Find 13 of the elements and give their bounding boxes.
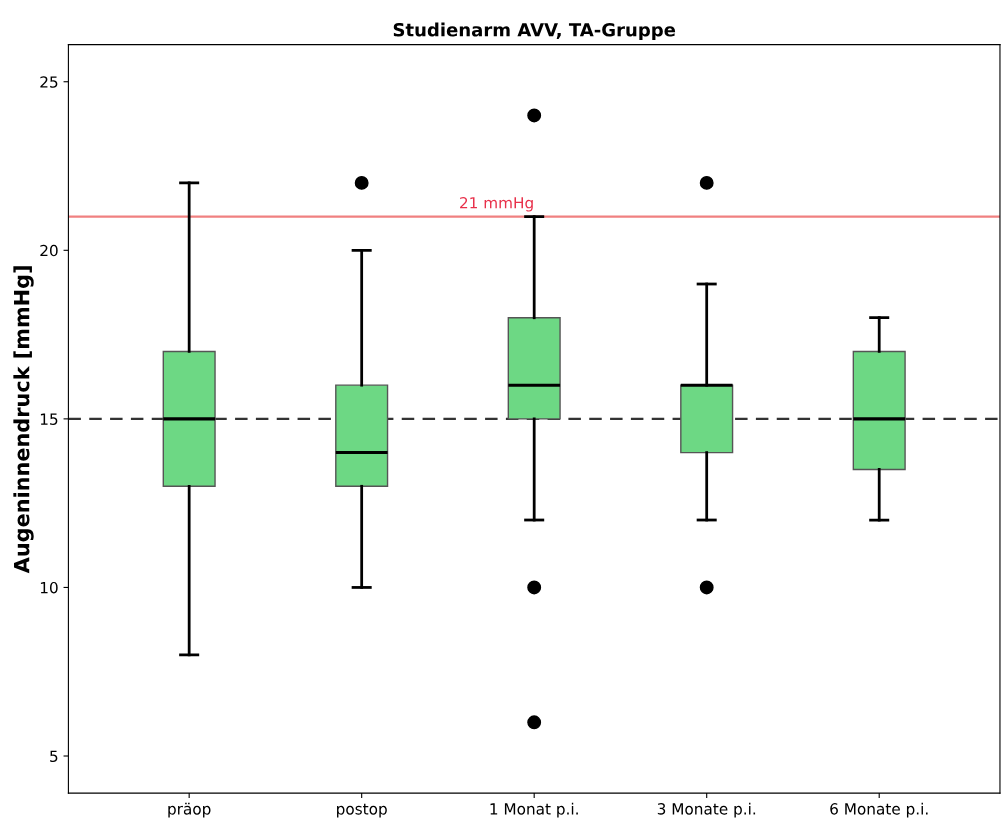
y-tick-label: 10 [40, 581, 58, 594]
x-tick-label: postop [337, 803, 387, 818]
y-tick-label: 20 [40, 244, 58, 257]
x-tick-label: 1 Monat p.i. [490, 802, 578, 818]
y-tick-label: 5 [50, 750, 58, 763]
x-tick-label: 6 Monate p.i. [830, 802, 928, 818]
y-tick-label: 15 [40, 413, 58, 425]
y-tick-label: 25 [40, 76, 58, 88]
y-axis-title: Augeninnendruck [mmHg] [13, 266, 34, 574]
x-tick-label: 3 Monate p.i. [657, 802, 756, 818]
x-tick-label: präop [168, 802, 211, 818]
chart-title: Studienarm AVV, TA-Gruppe [393, 22, 676, 41]
ref-line-label: 21 mmHg [460, 197, 533, 212]
